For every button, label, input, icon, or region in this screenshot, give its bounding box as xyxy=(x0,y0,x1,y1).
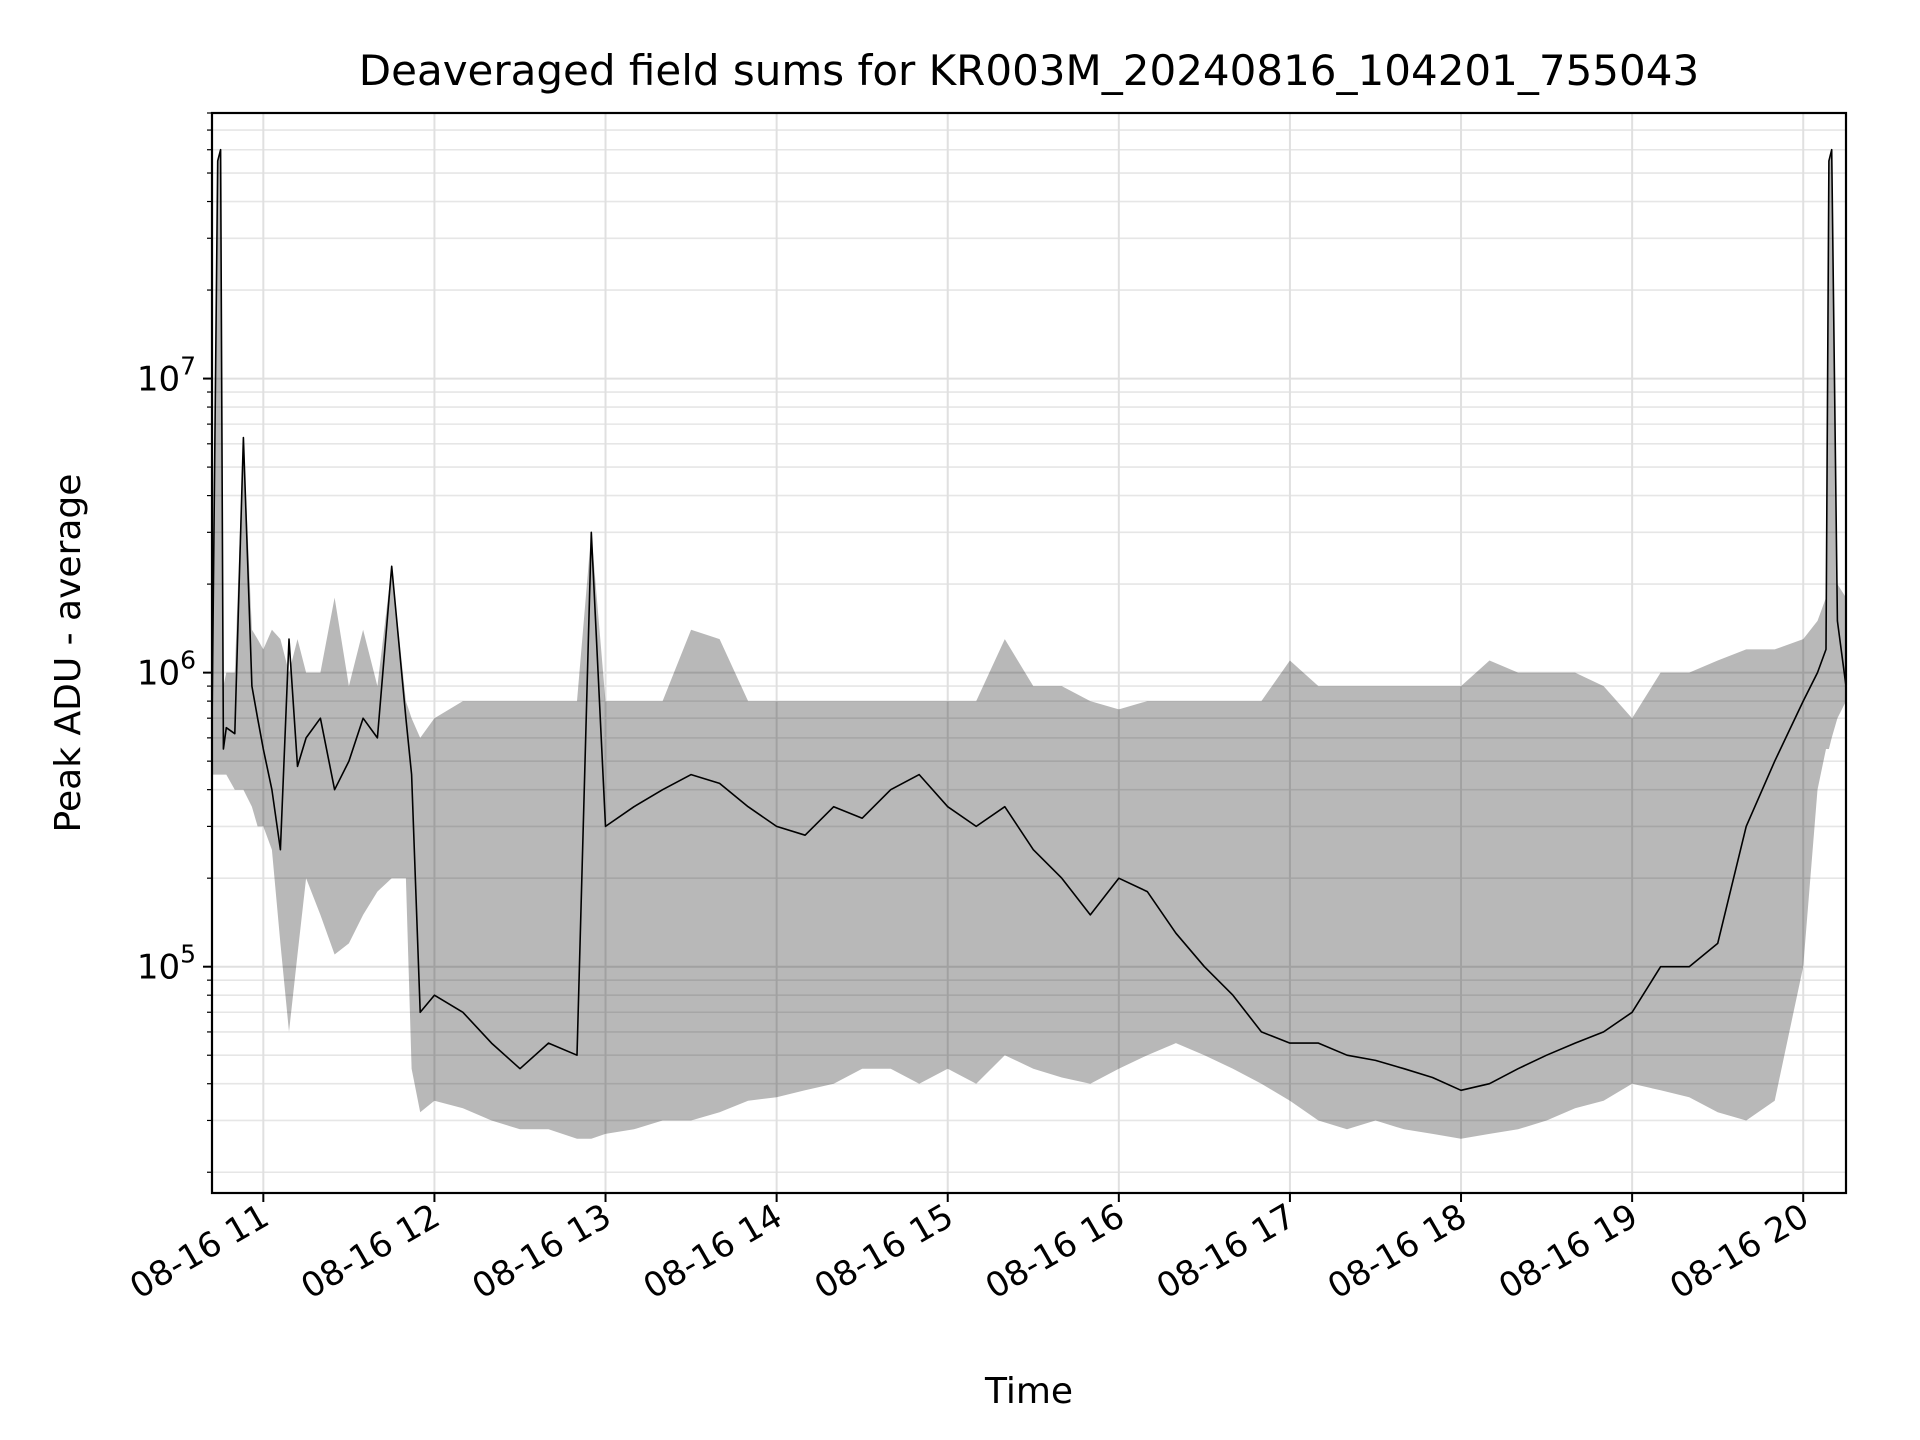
data-series xyxy=(211,148,1847,1092)
chart-title: Deaveraged field sums for KR003M_2024081… xyxy=(359,46,1699,95)
series-line xyxy=(211,148,1847,1092)
series-envelope xyxy=(212,149,1846,1139)
data-envelope xyxy=(212,149,1846,1139)
y-axis-label: Peak ADU - average xyxy=(48,474,89,833)
grid xyxy=(212,112,1846,1193)
x-axis-label: Time xyxy=(984,1371,1073,1412)
plot-area-frame xyxy=(210,111,1848,1195)
